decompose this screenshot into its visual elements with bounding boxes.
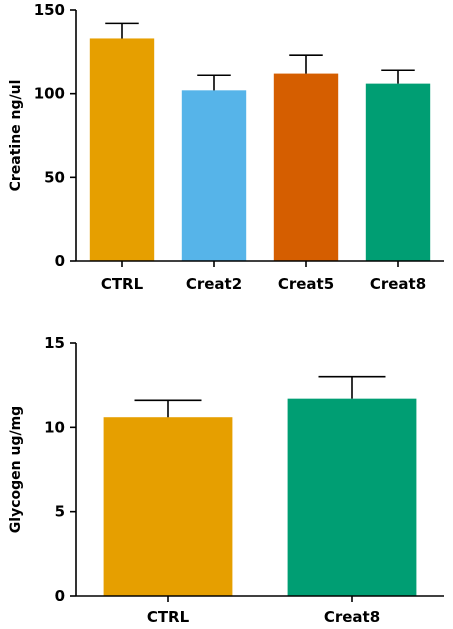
x-tick-label: CTRL bbox=[147, 608, 190, 626]
y-tick-label: 0 bbox=[55, 252, 65, 270]
y-axis-title: Glycogen ug/mg bbox=[8, 406, 24, 533]
bar-creat2 bbox=[181, 90, 247, 261]
x-tick-label: Creat8 bbox=[324, 608, 380, 626]
bar-creat8 bbox=[287, 398, 417, 596]
y-tick-label: 15 bbox=[44, 334, 65, 352]
x-tick-label: Creat5 bbox=[278, 275, 334, 293]
bar-ctrl bbox=[89, 38, 155, 261]
y-axis-title: Creatine ng/ul bbox=[8, 80, 24, 192]
error-bar-creat2 bbox=[197, 74, 231, 91]
y-tick-label: 150 bbox=[34, 1, 65, 19]
error-bar-creat8 bbox=[318, 375, 386, 399]
x-tick-label: Creat2 bbox=[186, 275, 242, 293]
x-tick-label: Creat8 bbox=[370, 275, 426, 293]
glycogen-chart: CTRL Creat8 0 5 10 15 Glycogen ug/mg bbox=[8, 334, 444, 626]
y-tick-label: 10 bbox=[44, 418, 65, 436]
y-tick-label: 100 bbox=[34, 85, 65, 103]
y-tick-label: 0 bbox=[55, 587, 65, 605]
bar-creat5 bbox=[273, 73, 339, 261]
error-bar-ctrl bbox=[134, 399, 202, 418]
y-tick-label: 5 bbox=[55, 503, 65, 521]
error-bar-creat8 bbox=[381, 69, 415, 84]
bar-ctrl bbox=[103, 417, 233, 596]
creatine-chart: CTRL Creat2 Creat5 Creat8 0 50 100 150 Creatine … bbox=[8, 1, 444, 293]
x-tick-label: CTRL bbox=[101, 275, 144, 293]
bar-creat8 bbox=[365, 83, 431, 261]
y-tick-label: 50 bbox=[44, 168, 65, 186]
error-bar-creat5 bbox=[289, 54, 323, 74]
error-bar-ctrl bbox=[105, 22, 139, 39]
